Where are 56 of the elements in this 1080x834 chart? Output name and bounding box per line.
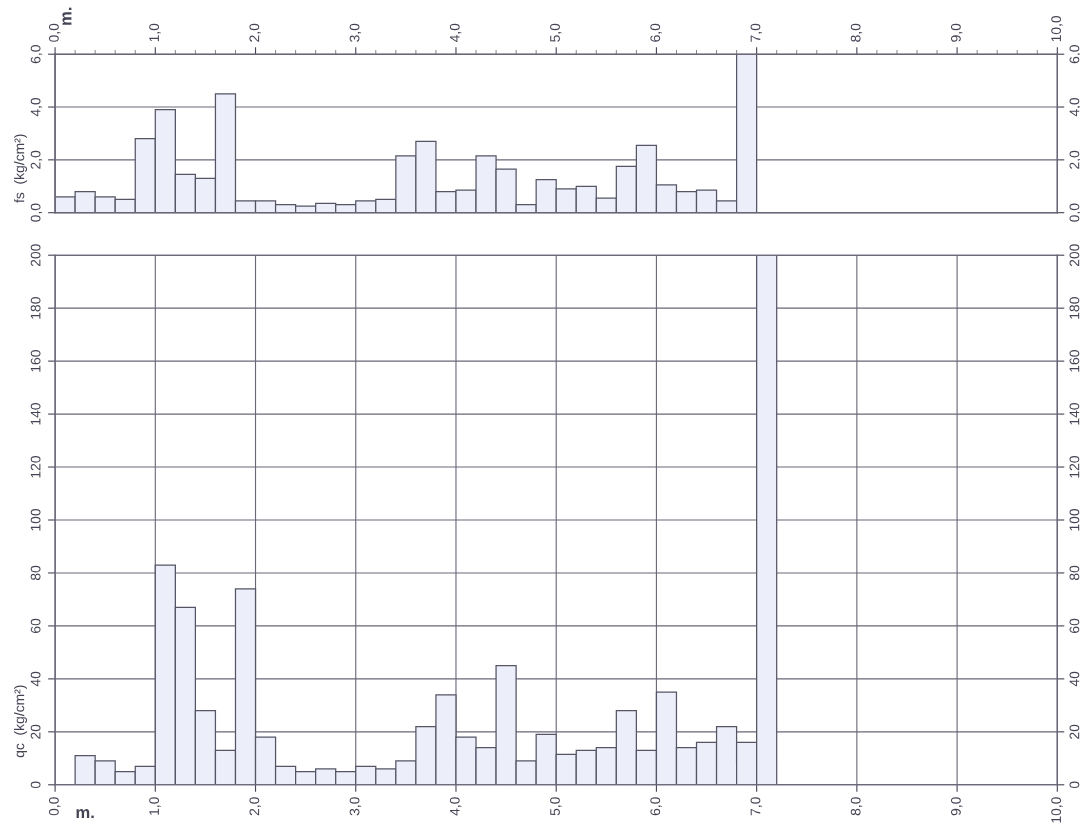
x-tick-label: 4,0 bbox=[449, 797, 462, 816]
x-tick-label: 5,0 bbox=[550, 797, 562, 816]
x2-tick-label: 0,0 bbox=[48, 23, 61, 42]
x2-tick-label: 5,0 bbox=[550, 23, 562, 42]
x-tick-label: 7,0 bbox=[750, 797, 763, 816]
y-tick-label: 160 bbox=[30, 350, 41, 372]
y2-tick-label: 2,0 bbox=[1069, 150, 1080, 169]
y2-tick-label: 0 bbox=[1069, 781, 1080, 789]
y-axis-title: fs (kg/cm²) bbox=[14, 134, 28, 203]
y2-tick-label: 120 bbox=[1069, 456, 1080, 478]
y2-tick-label: 4,0 bbox=[1069, 97, 1080, 117]
y2-tick-label: 200 bbox=[1069, 244, 1080, 267]
x-tick-label: 0,0 bbox=[48, 797, 61, 816]
y-tick-label: 0 bbox=[30, 781, 41, 789]
y-tick-label: 2,0 bbox=[30, 150, 43, 169]
y-tick-label: 4,0 bbox=[30, 97, 43, 117]
y-tick-label: 0,0 bbox=[30, 203, 43, 222]
y-axis-title: qc (kg/cm²) bbox=[14, 685, 28, 758]
x-tick-label: 9,0 bbox=[950, 797, 963, 816]
x2-axis-title: m. bbox=[62, 7, 72, 25]
y2-tick-label: 6,0 bbox=[1069, 45, 1080, 64]
y-tick-label: 140 bbox=[30, 403, 41, 425]
y2-tick-label: 100 bbox=[1069, 508, 1080, 531]
y2-tick-label: 20 bbox=[1069, 724, 1080, 739]
y-tick-label: 6,0 bbox=[30, 45, 43, 64]
y-tick-label: 20 bbox=[30, 724, 41, 739]
x2-tick-label: 1,0 bbox=[149, 23, 161, 42]
x2-tick-label: 2,0 bbox=[249, 23, 261, 42]
y2-tick-label: 40 bbox=[1069, 671, 1080, 687]
x-tick-label: 1,0 bbox=[149, 797, 161, 815]
x2-tick-label: 10,0 bbox=[1051, 15, 1063, 42]
y2-tick-label: 180 bbox=[1069, 297, 1080, 319]
x-tick-label: 8,0 bbox=[850, 797, 863, 816]
x2-tick-label: 6,0 bbox=[650, 23, 662, 42]
x2-tick-label: 9,0 bbox=[950, 23, 963, 42]
y-tick-label: 180 bbox=[30, 297, 41, 319]
y2-tick-label: 160 bbox=[1069, 350, 1080, 372]
y2-tick-label: 80 bbox=[1069, 565, 1080, 581]
y-tick-label: 60 bbox=[30, 618, 41, 633]
x2-tick-label: 7,0 bbox=[750, 23, 763, 42]
x-tick-label: 2,0 bbox=[249, 797, 261, 816]
x2-tick-label: 8,0 bbox=[850, 23, 863, 42]
y-tick-label: 100 bbox=[30, 508, 41, 531]
x-tick-label: 10,0 bbox=[1051, 797, 1063, 823]
x-axis-title: m. bbox=[76, 809, 94, 819]
x-tick-label: 3,0 bbox=[349, 797, 362, 816]
y-tick-label: 200 bbox=[30, 244, 41, 267]
y2-tick-label: 0,0 bbox=[1069, 203, 1080, 222]
y-tick-label: 40 bbox=[30, 671, 41, 687]
x2-tick-label: 4,0 bbox=[449, 23, 462, 43]
y-tick-label: 80 bbox=[30, 565, 41, 581]
x-tick-label: 6,0 bbox=[650, 797, 662, 816]
y2-tick-label: 60 bbox=[1069, 618, 1080, 633]
y2-tick-label: 140 bbox=[1069, 403, 1080, 425]
x2-tick-label: 3,0 bbox=[349, 23, 362, 42]
y-tick-label: 120 bbox=[30, 456, 41, 478]
